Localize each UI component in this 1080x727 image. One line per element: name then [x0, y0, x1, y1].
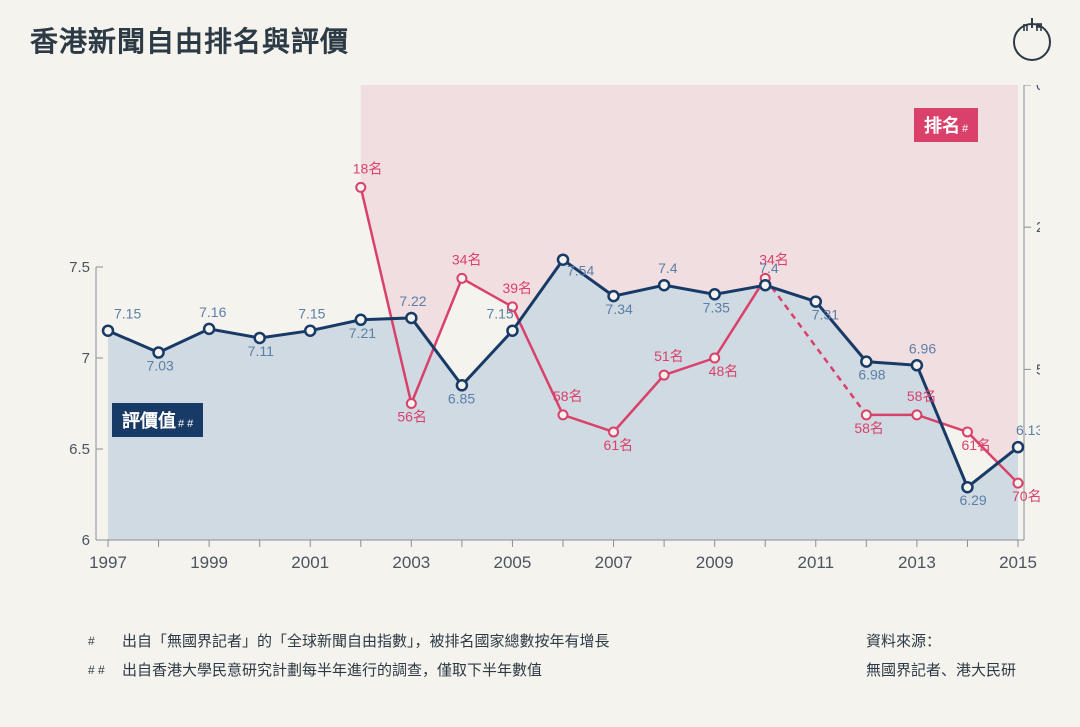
score-marker: [204, 324, 214, 334]
footnote-mark: #: [88, 628, 122, 657]
score-marker: [356, 315, 366, 325]
rank-point-label: 56名: [397, 409, 427, 425]
x-tick-label: 2015: [999, 553, 1037, 572]
rank-point-label: 58名: [553, 388, 583, 404]
chart-area: 1997 1999 2001 2003 2005 2007 2009 2011 2013 2015…: [40, 85, 1040, 585]
rank-point-label: 70名: [1012, 488, 1040, 504]
rank-point-label: 39名: [502, 280, 532, 296]
footnote-row: #出自「無國界記者」的「全球新聞自由指數」，被排名國家總數按年有增長: [88, 628, 610, 657]
score-point-label: 7.35: [703, 299, 730, 315]
legend-rank-sup: #: [962, 123, 968, 135]
score-marker: [760, 280, 770, 290]
rank-marker: [862, 410, 871, 419]
rank-marker: [559, 410, 568, 419]
rank-tick-label: 25: [1036, 219, 1040, 236]
score-marker: [154, 348, 164, 358]
rank-point-label: 18名: [353, 160, 383, 176]
score-marker: [710, 289, 720, 299]
rank-marker: [912, 410, 921, 419]
source-line2: 無國界記者、港大民研: [866, 657, 1016, 686]
legend-score: 評價值# #: [112, 403, 203, 437]
score-marker: [609, 291, 619, 301]
rank-tick-label: 50: [1036, 361, 1040, 378]
footnote-text: 出自「無國界記者」的「全球新聞自由指數」，被排名國家總數按年有增長: [122, 628, 610, 657]
score-point-label: 6.96: [909, 340, 936, 356]
legend-score-sup: # #: [178, 418, 193, 430]
score-marker: [305, 326, 315, 336]
score-point-label: 6.13: [1016, 422, 1040, 438]
score-marker: [912, 360, 922, 370]
x-tick-label: 1999: [190, 553, 228, 572]
score-point-label: 7.15: [298, 306, 325, 322]
score-point-label: 7.22: [399, 293, 426, 309]
score-point-label: 7.54: [567, 263, 594, 279]
rank-marker: [660, 371, 669, 380]
x-tick-label: 1997: [89, 553, 127, 572]
score-point-label: 7.34: [606, 301, 633, 317]
score-point-label: 6.85: [448, 390, 475, 406]
footnotes: #出自「無國界記者」的「全球新聞自由指數」，被排名國家總數按年有增長# #出自香…: [88, 628, 610, 685]
x-tick-label: 2009: [696, 553, 734, 572]
score-marker: [255, 333, 265, 343]
rank-point-label: 34名: [452, 251, 482, 267]
score-point-label: 7.4: [658, 260, 678, 276]
canvas: 香港新聞自由排名與評價 1997 1999 2001 2003 2005 2007 2009…: [0, 0, 1080, 727]
x-tick-label: 2007: [595, 553, 633, 572]
score-marker: [659, 280, 669, 290]
rank-marker: [407, 399, 416, 408]
rank-point-label: 58名: [854, 420, 884, 436]
x-tick-label: 2013: [898, 553, 936, 572]
score-point-label: 6.98: [858, 367, 885, 383]
rank-marker: [710, 354, 719, 363]
score-point-label: 7.4: [759, 260, 779, 276]
score-marker: [811, 297, 821, 307]
score-marker: [406, 313, 416, 323]
x-tick-label: 2011: [797, 553, 834, 572]
score-marker: [861, 357, 871, 367]
chart-svg: 1997 1999 2001 2003 2005 2007 2009 2011 2013 2015…: [40, 85, 1040, 585]
score-marker: [507, 326, 517, 336]
x-tick-label: 2003: [392, 553, 430, 572]
footnote-row: # #出自香港大學民意研究計劃每半年進行的調查，僅取下半年數值: [88, 657, 610, 686]
score-point-label: 7.03: [147, 358, 174, 374]
score-marker: [1013, 442, 1023, 452]
legend-rank: 排名#: [914, 108, 978, 142]
rank-marker: [1014, 479, 1023, 488]
score-point-label: 7.11: [248, 343, 274, 359]
source: 資料來源： 無國界記者、港大民研: [866, 628, 1016, 685]
rank-marker: [356, 183, 365, 192]
footnote-mark: # #: [88, 657, 122, 686]
score-marker: [103, 326, 113, 336]
rank-point-label: 61名: [961, 437, 991, 453]
x-tick-label: 2005: [494, 553, 532, 572]
rank-marker: [609, 427, 618, 436]
chart-title: 香港新聞自由排名與評價: [30, 20, 349, 60]
score-point-label: 7.16: [199, 304, 226, 320]
legend-rank-label: 排名: [924, 112, 960, 138]
score-tick-label: 6: [82, 532, 90, 549]
x-tick-label: 2001: [291, 553, 329, 572]
rank-tick-label: 0: [1036, 85, 1040, 94]
score-marker: [962, 482, 972, 492]
rank-point-label: 48名: [709, 363, 739, 379]
score-point-label: 7.21: [349, 325, 376, 341]
score-marker: [457, 380, 467, 390]
score-point-label: 7.15: [486, 306, 513, 322]
score-point-label: 7.31: [812, 307, 839, 323]
score-point-label: 6.29: [959, 492, 986, 508]
rank-point-label: 61名: [604, 437, 634, 453]
rank-point-label: 51名: [654, 348, 684, 364]
chart-title-text: 香港新聞自由排名與評價: [30, 26, 349, 57]
rank-marker: [963, 427, 972, 436]
legend-score-label: 評價值: [122, 407, 176, 433]
rank-point-label: 58名: [907, 388, 937, 404]
rank-marker: [457, 274, 466, 283]
score-tick-label: 7.5: [69, 259, 90, 276]
logo-icon: [1010, 18, 1054, 67]
score-point-label: 7.15: [114, 306, 141, 322]
source-line1: 資料來源：: [866, 628, 1016, 657]
score-tick-label: 6.5: [69, 441, 90, 458]
score-tick-label: 7: [82, 350, 90, 367]
footnote-text: 出自香港大學民意研究計劃每半年進行的調查，僅取下半年數值: [122, 657, 542, 686]
